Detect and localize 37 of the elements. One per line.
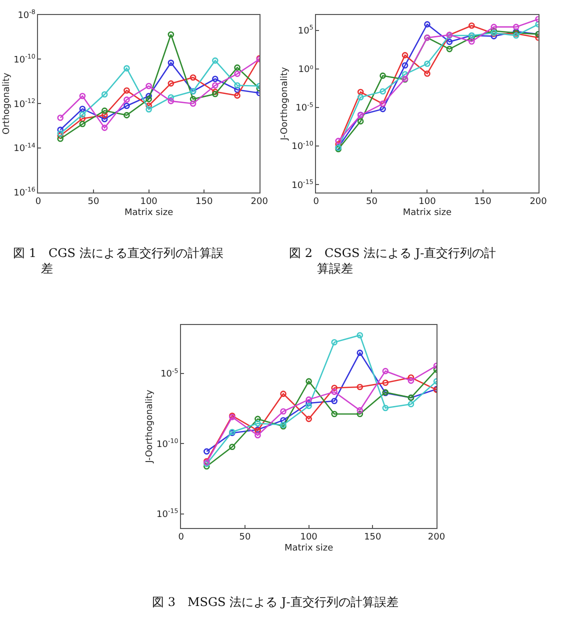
y-tick-label: 10⁰ [298,65,314,76]
y-tick-label: 10$^{-8}$ [18,9,36,21]
x-tick-label: 100 [140,197,158,208]
y-axis-title: Orthogonality [2,72,12,135]
y-axis-title: J-Oorthogonality [144,389,155,464]
x-axis-title: Matrix size [124,208,174,218]
x-tick-label: 0 [313,197,320,208]
x-tick-label: 50 [88,197,100,208]
x-tick-label: 0 [178,532,184,543]
y-axis-title: J-Oorthogonality [280,66,290,142]
y-tick-label: 10$^{-16}$ [14,186,36,199]
x-tick-label: 100 [300,532,318,543]
x-tick-label: 50 [239,532,251,543]
x-tick-label: 0 [35,197,42,208]
y-tick-label: 10$^{-5}$ [160,368,178,380]
y-tick-label: 10$^{-10}$ [292,140,314,152]
x-tick-label: 100 [418,197,436,208]
x-tick-label: 150 [474,197,492,208]
y-tick-label: 10$^{-14}$ [14,142,36,154]
y-tick-label: 10$^{-10}$ [156,438,178,450]
x-tick-label: 200 [428,532,446,543]
x-tick-label: 150 [364,532,382,543]
y-tick-label: 10$^{-10}$ [14,54,36,66]
x-tick-label: 200 [530,197,548,208]
y-tick-label: 10$^{-5}$ [296,102,314,114]
caption: 図 2 CSGS 法による J-直交行列の計算誤差 [289,246,496,276]
caption: 図 3 MSGS 法による J-直交行列の計算誤差 [152,595,398,609]
x-axis-title: Matrix size [402,208,452,218]
y-tick-label: 10$^{-15}$ [156,508,178,520]
x-tick-label: 200 [250,197,268,208]
y-tick-label: 10$^{-12}$ [14,98,36,110]
x-axis-title: Matrix size [284,543,334,554]
y-tick-label: 10$^{-15}$ [292,179,314,191]
x-tick-label: 50 [366,197,378,208]
x-tick-label: 150 [196,197,213,208]
y-tick-label: 10$^{5}$ [298,24,314,36]
caption: 図 1 CGS 法による直交行列の計算誤差 [13,246,224,276]
